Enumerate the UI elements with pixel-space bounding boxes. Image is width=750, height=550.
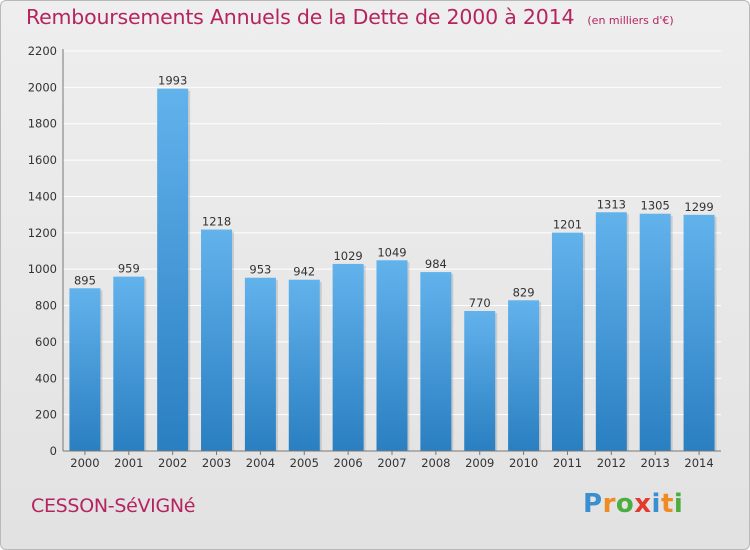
bar-value-label: 829 [513,285,535,299]
bar [113,276,145,451]
bar-value-label: 942 [293,265,315,279]
bar-value-label: 1313 [597,197,626,211]
city-name: CESSON-SéVIGNé [31,495,196,517]
bar-value-label: 770 [469,296,491,310]
title-row: Remboursements Annuels de la Dette de 20… [26,5,674,29]
bar [464,311,496,451]
bar [332,263,364,451]
bar [639,213,671,451]
proxiti-logo[interactable]: Proxiti [583,489,683,519]
y-tick-label: 800 [35,299,57,313]
logo-letter: t [660,489,674,519]
y-tick-label: 1000 [28,262,57,276]
bar [376,260,408,451]
bar-value-label: 1218 [202,215,231,229]
x-tick-label: 2010 [509,456,538,470]
bar-value-label: 1305 [641,199,670,213]
y-tick-label: 2000 [28,80,57,94]
y-tick-label: 600 [35,335,57,349]
y-tick-label: 1800 [28,117,57,131]
x-tick-label: 2006 [333,456,362,470]
bar [244,277,276,451]
x-tick-label: 2009 [465,456,494,470]
bar [551,232,583,451]
bar [595,212,627,451]
bar-value-label: 1201 [553,218,582,232]
bar-value-label: 1993 [158,74,187,88]
bar [683,214,715,451]
chart-subtitle: (en milliers d'€) [587,14,674,27]
y-tick-label: 400 [35,371,57,385]
bar-value-label: 959 [118,262,140,276]
x-tick-label: 2002 [158,456,187,470]
x-tick-label: 2005 [290,456,319,470]
bar [69,288,101,451]
y-tick-label: 0 [50,444,57,458]
x-tick-label: 2012 [597,456,626,470]
x-tick-label: 2013 [641,456,670,470]
bar [157,88,189,452]
x-tick-label: 2001 [114,456,143,470]
bar-value-label: 895 [74,273,96,287]
bar [420,272,452,451]
logo-letter: r [602,489,616,519]
chart-title: Remboursements Annuels de la Dette de 20… [26,5,575,29]
x-tick-label: 2008 [421,456,450,470]
y-tick-label: 200 [35,408,57,422]
y-tick-label: 1600 [28,153,57,167]
x-tick-label: 2014 [684,456,713,470]
y-tick-label: 1400 [28,189,57,203]
bar-value-label: 1299 [684,200,713,214]
x-tick-label: 2000 [70,456,99,470]
logo-letter: i [651,489,661,519]
y-tick-label: 1200 [28,226,57,240]
bar [288,279,320,451]
logo-letter: P [583,489,603,519]
logo-letter: i [673,489,684,519]
x-tick-label: 2007 [377,456,406,470]
y-tick-label: 2200 [28,44,57,58]
bar-value-label: 953 [249,263,271,277]
bar [201,229,233,451]
logo-letter: x [634,489,652,519]
x-tick-label: 2004 [246,456,275,470]
x-tick-label: 2003 [202,456,231,470]
bar-value-label: 1029 [333,249,362,263]
bar-value-label: 1049 [377,245,406,259]
logo-letter: o [615,489,635,519]
bar [508,300,540,451]
bar-value-label: 984 [425,257,447,271]
x-tick-label: 2011 [553,456,582,470]
